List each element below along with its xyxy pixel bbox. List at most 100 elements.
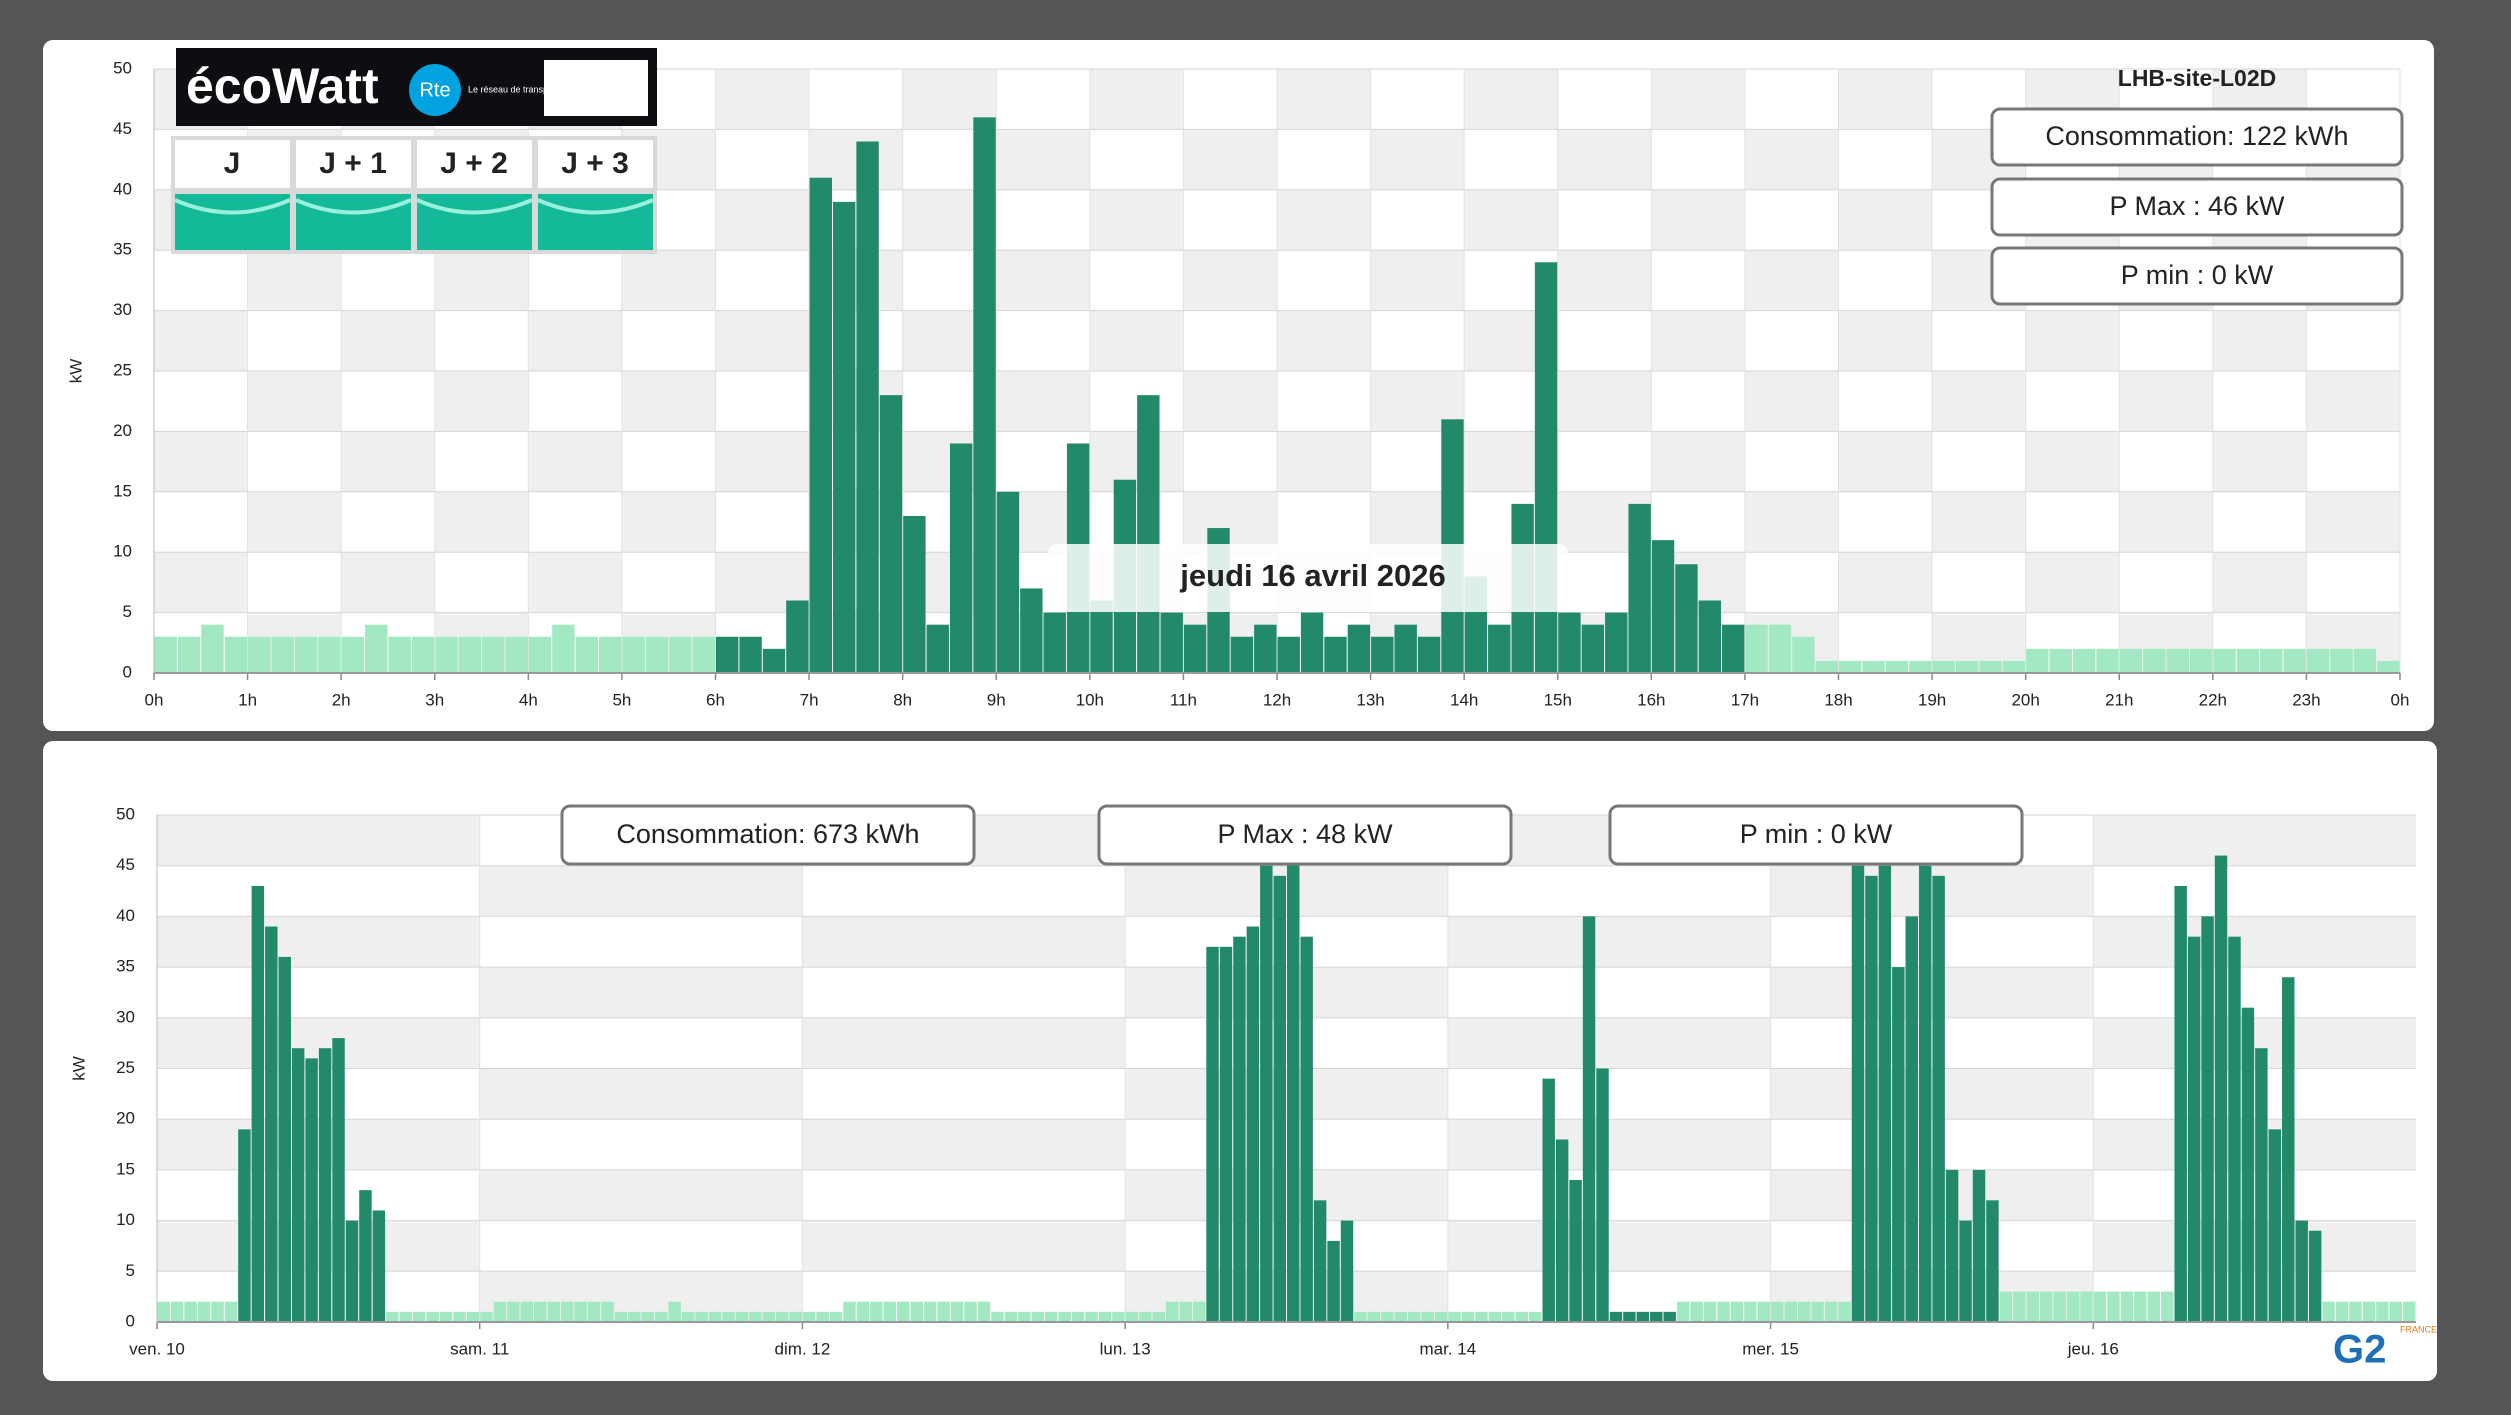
grid-cell — [996, 310, 1090, 371]
bar — [903, 515, 926, 673]
bar — [2040, 1291, 2053, 1322]
y-tick-label: 10 — [113, 542, 132, 561]
grid-cell — [1770, 916, 2094, 968]
bar — [695, 1311, 708, 1322]
bar — [1313, 1200, 1327, 1322]
bar — [248, 636, 271, 673]
y-tick-label: 5 — [126, 1261, 135, 1280]
grid-cell — [2093, 967, 2416, 1018]
bar — [2066, 1291, 2080, 1322]
bar — [2053, 1291, 2066, 1322]
grid-cell — [2093, 1169, 2416, 1221]
grid-cell — [621, 552, 716, 613]
bar — [1797, 1301, 1811, 1322]
bar — [493, 1301, 507, 1322]
bar — [271, 636, 294, 673]
bar — [365, 624, 388, 673]
bar — [251, 885, 265, 1322]
grid-cell — [1651, 250, 1745, 311]
bar — [1230, 636, 1254, 673]
bar — [1569, 1180, 1582, 1322]
bar — [1839, 660, 1862, 673]
grid-cell — [1277, 371, 1371, 432]
bar — [552, 624, 575, 673]
bar — [1717, 1301, 1730, 1322]
bar — [332, 1038, 345, 1322]
bar — [2389, 1301, 2403, 1322]
day-header — [538, 140, 653, 188]
bar — [1488, 624, 1511, 673]
bar — [708, 1311, 722, 1322]
bar — [2147, 1291, 2161, 1322]
y-axis-label: kW — [69, 1056, 88, 1081]
bar — [1260, 865, 1273, 1322]
bar — [2353, 648, 2377, 673]
y-tick-label: 20 — [113, 421, 132, 440]
bar — [453, 1311, 466, 1322]
grid-cell — [1183, 310, 1277, 371]
grid-cell — [1932, 552, 2026, 613]
bar — [1004, 1311, 1018, 1322]
bar — [1811, 1301, 1824, 1322]
bar — [1675, 564, 1698, 673]
bar — [2013, 1291, 2026, 1322]
bar — [1031, 1311, 1044, 1322]
grid-cell — [1557, 69, 1652, 130]
y-tick-label: 30 — [116, 1007, 135, 1026]
y-tick-label: 5 — [123, 602, 132, 621]
grid-cell — [247, 431, 342, 492]
bar — [399, 1311, 412, 1322]
bar — [388, 636, 411, 673]
bar — [669, 636, 692, 673]
bar — [386, 1311, 399, 1322]
bar — [1125, 1311, 1139, 1322]
bar — [802, 1311, 816, 1322]
bar — [1394, 624, 1417, 673]
bar — [2166, 648, 2189, 673]
y-tick-label: 20 — [116, 1109, 135, 1128]
date-label: jeudi 16 avril 2026 — [1179, 558, 1445, 593]
bar — [1581, 624, 1605, 673]
x-tick-label: 11h — [1170, 690, 1197, 709]
bar — [856, 1301, 870, 1322]
grid-cell — [341, 491, 435, 553]
bar — [1324, 636, 1347, 673]
bar — [1417, 636, 1441, 673]
bar — [211, 1301, 224, 1322]
bar — [789, 1311, 802, 1322]
bar — [1165, 1301, 1179, 1322]
bar — [1287, 835, 1300, 1322]
grid-cell — [2093, 865, 2416, 917]
grid-cell — [1277, 129, 1371, 190]
bar — [1905, 916, 1918, 1322]
bar — [843, 1301, 856, 1322]
bar — [318, 1048, 332, 1322]
stat-text: P min : 0 kW — [2121, 260, 2274, 290]
bar — [739, 636, 762, 673]
bar — [2174, 885, 2187, 1322]
bar — [2349, 1301, 2362, 1322]
x-tick-label: 19h — [1918, 690, 1946, 709]
grid-cell — [528, 250, 622, 311]
bar — [1892, 967, 1905, 1322]
bar — [628, 1311, 641, 1322]
day-signal — [538, 194, 653, 250]
y-tick-label: 40 — [116, 906, 135, 925]
grid-cell — [154, 491, 248, 553]
bar — [1596, 1068, 1609, 1322]
grid-cell — [434, 552, 529, 613]
bar — [776, 1311, 789, 1322]
grid-cell — [1557, 310, 1652, 371]
grid-cell — [2025, 371, 2120, 432]
bar — [1071, 1311, 1085, 1322]
grid-cell — [1089, 129, 1184, 190]
day-wave — [537, 198, 654, 215]
bar — [318, 636, 341, 673]
bar — [1703, 1301, 1717, 1322]
bar — [1605, 612, 1628, 673]
bar — [735, 1311, 749, 1322]
grid-cell — [1125, 1119, 1448, 1170]
grid-cell — [2093, 1068, 2416, 1120]
grid-cell — [157, 967, 480, 1018]
